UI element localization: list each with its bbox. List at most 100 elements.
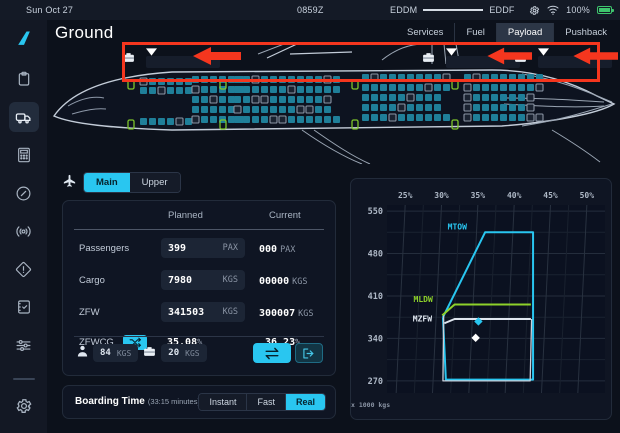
seat[interactable]	[491, 114, 498, 121]
seat[interactable]	[389, 94, 396, 101]
caret-down-icon[interactable]	[446, 48, 457, 56]
seat[interactable]	[175, 117, 184, 126]
seat[interactable]	[472, 73, 481, 82]
seat[interactable]	[443, 84, 450, 91]
seat[interactable]	[192, 76, 199, 83]
seat[interactable]	[297, 86, 304, 93]
seat[interactable]	[491, 104, 498, 111]
seat[interactable]	[228, 106, 235, 113]
per-pax-weight-input[interactable]: 84 KGS	[93, 344, 139, 362]
seat[interactable]	[380, 114, 387, 121]
seat[interactable]	[288, 116, 295, 123]
seat[interactable]	[278, 115, 287, 124]
seat[interactable]	[324, 86, 331, 93]
seat[interactable]	[228, 96, 235, 103]
export-icon[interactable]	[295, 343, 323, 363]
deck-tab-main[interactable]: Main	[84, 173, 130, 192]
seat[interactable]	[463, 93, 472, 102]
seat[interactable]	[518, 74, 525, 81]
seat[interactable]	[509, 94, 516, 101]
seat[interactable]	[535, 83, 544, 92]
seat[interactable]	[261, 116, 268, 123]
seat[interactable]	[306, 96, 313, 103]
seat[interactable]	[158, 118, 165, 125]
seat[interactable]	[201, 96, 208, 103]
seat[interactable]	[252, 86, 259, 93]
seat[interactable]	[416, 104, 423, 111]
seat[interactable]	[297, 96, 304, 103]
seat[interactable]	[370, 73, 379, 82]
seat[interactable]	[473, 94, 480, 101]
seat[interactable]	[509, 114, 516, 121]
seat[interactable]	[251, 75, 260, 84]
seat[interactable]	[149, 118, 156, 125]
seat[interactable]	[288, 106, 295, 113]
seat[interactable]	[333, 86, 340, 93]
seat[interactable]	[416, 114, 423, 121]
seat[interactable]	[306, 86, 313, 93]
seat[interactable]	[233, 105, 242, 114]
seat[interactable]	[243, 116, 250, 123]
seat[interactable]	[362, 74, 369, 81]
seat[interactable]	[243, 76, 250, 83]
cargo-station-1[interactable]	[122, 48, 220, 68]
seat[interactable]	[526, 93, 535, 102]
seat[interactable]	[167, 78, 174, 85]
seat[interactable]	[306, 76, 313, 83]
seat[interactable]	[192, 106, 199, 113]
seat[interactable]	[209, 95, 218, 104]
seat[interactable]	[482, 104, 489, 111]
seat[interactable]	[228, 76, 235, 83]
cg-envelope-chart[interactable]: 25% 30% 35% 40% 45% 50% 550 480 410 340 270 x 1000 …	[350, 178, 612, 420]
seat[interactable]	[201, 76, 208, 83]
seat[interactable]	[219, 106, 226, 113]
sidebar-item-ground[interactable]	[8, 102, 39, 132]
seat[interactable]	[380, 74, 387, 81]
seat[interactable]	[518, 104, 525, 111]
tab-payload[interactable]: Payload	[495, 23, 554, 42]
sidebar-item-failures[interactable]	[9, 254, 39, 284]
boarding-mode-fast[interactable]: Fast	[246, 394, 285, 410]
sidebar-item-dispatch[interactable]	[9, 64, 39, 94]
seat[interactable]	[463, 83, 472, 92]
seat[interactable]	[234, 86, 241, 93]
seat[interactable]	[362, 114, 369, 121]
seat[interactable]	[434, 84, 441, 91]
seat[interactable]	[407, 74, 414, 81]
seat[interactable]	[491, 74, 498, 81]
seat[interactable]	[201, 86, 208, 93]
seat[interactable]	[416, 84, 423, 91]
seat[interactable]	[324, 116, 331, 123]
cargo-station-1-bar[interactable]	[146, 56, 220, 68]
cargo-station-3-bar[interactable]	[538, 56, 612, 68]
seat[interactable]	[388, 113, 397, 122]
cargo-station-2[interactable]	[422, 48, 520, 68]
seat[interactable]	[185, 87, 192, 94]
seat[interactable]	[228, 86, 235, 93]
seat[interactable]	[288, 76, 295, 83]
seat[interactable]	[500, 104, 507, 111]
seat[interactable]	[243, 86, 250, 93]
deck-tab-upper[interactable]: Upper	[129, 173, 180, 192]
caret-down-icon[interactable]	[538, 48, 549, 56]
seat[interactable]	[473, 104, 480, 111]
seat[interactable]	[527, 74, 534, 81]
seat[interactable]	[518, 84, 525, 91]
tab-fuel[interactable]: Fuel	[454, 23, 495, 42]
seat[interactable]	[323, 75, 332, 84]
seat[interactable]	[191, 85, 200, 94]
seat[interactable]	[234, 76, 241, 83]
seat[interactable]	[500, 114, 507, 121]
seat[interactable]	[500, 74, 507, 81]
seat[interactable]	[463, 113, 472, 122]
seat[interactable]	[315, 106, 322, 113]
per-bag-weight-input[interactable]: 20 KGS	[161, 344, 207, 362]
seat[interactable]	[463, 103, 472, 112]
seat[interactable]	[380, 84, 387, 91]
seat[interactable]	[425, 94, 432, 101]
seat[interactable]	[425, 74, 432, 81]
seat[interactable]	[526, 113, 535, 122]
seat[interactable]	[434, 114, 441, 121]
seat[interactable]	[176, 78, 183, 85]
seat[interactable]	[464, 74, 471, 81]
